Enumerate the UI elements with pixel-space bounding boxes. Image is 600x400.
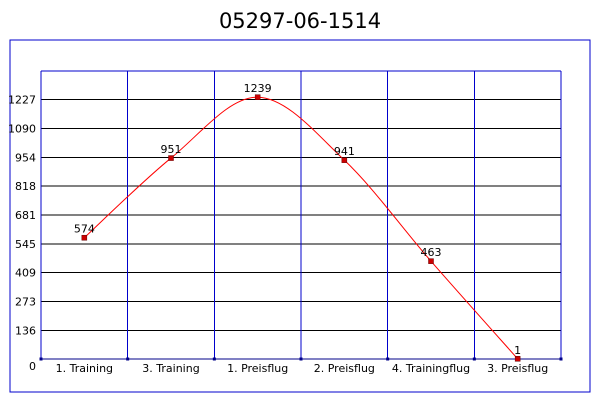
data-labels: 574 951 1239 941 463 1 bbox=[74, 82, 521, 357]
y-tick-label: 273 bbox=[15, 295, 36, 308]
x-axis-ticks: 1. Training 3. Training 1. Preisflug 2. Pre… bbox=[56, 362, 549, 375]
x-axis-tick-mark bbox=[212, 357, 216, 361]
data-label: 951 bbox=[161, 143, 182, 156]
y-tick-label: 0 bbox=[29, 360, 36, 373]
y-tick-label: 409 bbox=[15, 267, 36, 280]
data-label: 463 bbox=[421, 246, 442, 259]
data-point bbox=[514, 356, 521, 362]
chart-frame bbox=[9, 39, 591, 393]
x-tick-label: 3. Training bbox=[142, 362, 199, 375]
data-point bbox=[341, 157, 348, 163]
x-tick-label: 4. Trainingflug bbox=[392, 362, 470, 375]
data-point bbox=[81, 234, 88, 241]
x-axis-tick-mark bbox=[299, 357, 303, 361]
data-label: 1239 bbox=[244, 82, 272, 95]
data-label: 1 bbox=[514, 344, 521, 357]
series-line bbox=[83, 96, 519, 360]
y-tick-label: 136 bbox=[15, 324, 36, 337]
data-point bbox=[428, 258, 434, 264]
x-tick-label: 1. Training bbox=[56, 362, 113, 375]
y-tick-label: 1227 bbox=[8, 94, 36, 107]
y-tick-label: 545 bbox=[15, 238, 36, 251]
x-axis-tick-mark bbox=[386, 357, 390, 361]
x-tick-label: 1. Preisflug bbox=[227, 362, 288, 375]
x-axis-tick-mark bbox=[559, 357, 563, 361]
y-tick-label: 681 bbox=[15, 209, 36, 222]
x-axis-tick-mark bbox=[126, 357, 130, 361]
y-tick-label: 1090 bbox=[8, 123, 36, 136]
axes bbox=[39, 357, 563, 361]
x-tick-label: 2. Preisflug bbox=[314, 362, 375, 375]
y-tick-label: 954 bbox=[15, 151, 36, 164]
x-tick-label: 3. Preisflug bbox=[487, 362, 548, 375]
data-label: 574 bbox=[74, 223, 95, 236]
y-axis-ticks: 0 136 273 409 545 681 818 954 1090 1227 bbox=[8, 94, 36, 373]
data-markers bbox=[81, 94, 521, 362]
data-point bbox=[254, 94, 261, 100]
data-point bbox=[168, 155, 174, 161]
x-axis-tick-mark bbox=[39, 357, 43, 361]
y-tick-label: 818 bbox=[15, 180, 36, 193]
data-label: 941 bbox=[334, 145, 355, 158]
x-axis-tick-mark bbox=[472, 357, 476, 361]
chart-title: 05297-06-1514 bbox=[219, 9, 381, 33]
